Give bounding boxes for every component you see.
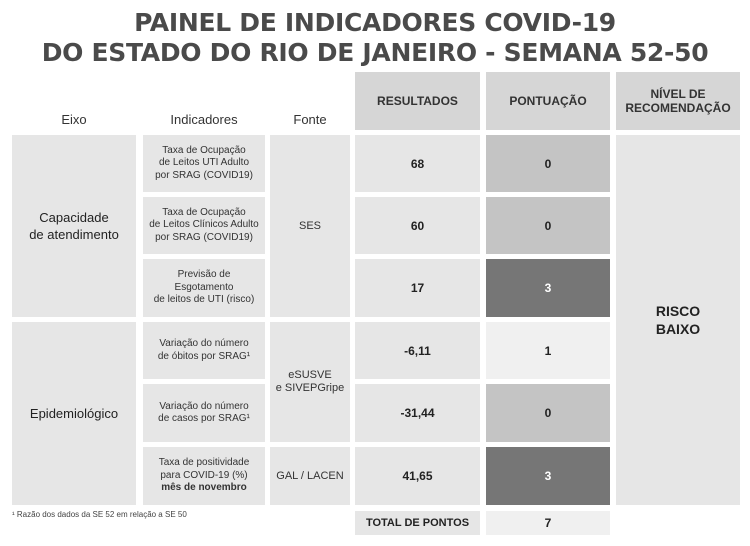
indicator-text: de Leitos UTI Adulto (158, 157, 250, 169)
source-esusve-line-2: e SIVEPGripe (275, 382, 345, 394)
indicator-text: para COVID-19 (%) (160, 469, 248, 481)
indicator-obitos: Variação do número de óbitos por SRAG¹ (143, 322, 265, 379)
header-indicadores: Indicadores (170, 111, 238, 127)
header-pontuacao: PONTUAÇÃO (486, 72, 610, 130)
indicator-text: Variação do número (159, 338, 249, 349)
indicator-text: Taxa de positividade (158, 457, 250, 469)
source-esusve: eSUSVE e SIVEPGripe (270, 322, 350, 442)
indicator-text: de Leitos Clínicos Adulto (149, 219, 259, 231)
indicator-text: de casos por SRAG¹ (158, 413, 250, 424)
result-value: 60 (355, 197, 480, 254)
indicator-text: Taxa de Ocupação (162, 206, 246, 218)
footnote: ¹ Razão dos dados da SE 52 em relação a … (12, 510, 187, 519)
risk-level: RISCO BAIXO (616, 135, 740, 505)
header-fonte: Fonte (293, 111, 327, 127)
risk-level-line-1: RISCO (655, 303, 701, 319)
result-value: 41,65 (355, 447, 480, 505)
indicator-casos: Variação do número de casos por SRAG¹ (143, 384, 265, 442)
indicator-text: de leitos de UTI (risco) (153, 294, 255, 306)
header-nivel-recomendacao: NÍVEL DE RECOMENDAÇÃO (616, 72, 740, 130)
score-cell: 0 (486, 384, 610, 442)
score-cell: 0 (486, 135, 610, 192)
header-eixo: Eixo (61, 111, 87, 127)
total-value: 7 (486, 511, 610, 535)
indicator-text: de óbitos por SRAG¹ (157, 350, 251, 362)
score-cell: 1 (486, 322, 610, 379)
score-cell: 0 (486, 197, 610, 254)
header-nivel-line-2: RECOMENDAÇÃO (625, 101, 731, 115)
header-nivel-line-1: NÍVEL DE (650, 87, 706, 101)
source-ses: SES (270, 135, 350, 317)
page-title-line-1: PAINEL DE INDICADORES COVID-19 (134, 8, 616, 37)
indicator-text-bold: mês de novembro (161, 482, 247, 494)
indicator-positividade: Taxa de positividade para COVID-19 (%) m… (143, 447, 265, 505)
axis-capacidade: Capacidade de atendimento (12, 135, 136, 317)
result-value: 17 (355, 259, 480, 317)
header-resultados: RESULTADOS (355, 72, 480, 130)
indicator-text: por SRAG (COVID19) (155, 169, 253, 181)
result-value: -31,44 (355, 384, 480, 442)
risk-level-line-2: BAIXO (655, 321, 701, 337)
score-cell: 3 (486, 447, 610, 505)
axis-capacidade-line-1: Capacidade (39, 210, 109, 225)
total-label: TOTAL DE PONTOS (355, 511, 480, 535)
indicator-esgotamento: Previsão de Esgotamento de leitos de UTI… (143, 259, 265, 317)
indicator-text: Variação do número (159, 400, 249, 412)
source-gal-lacen: GAL / LACEN (270, 447, 350, 505)
indicator-text: Taxa de Ocupação (162, 144, 246, 156)
indicator-clinicos: Taxa de Ocupação de Leitos Clínicos Adul… (143, 197, 265, 254)
axis-capacidade-line-2: de atendimento (29, 227, 119, 242)
source-esusve-line-1: eSUSVE (288, 369, 332, 381)
result-value: -6,11 (355, 322, 480, 379)
axis-epidemiologico: Epidemiológico (12, 322, 136, 505)
indicator-uti: Taxa de Ocupação de Leitos UTI Adulto po… (143, 135, 265, 192)
result-value: 68 (355, 135, 480, 192)
indicator-text: Previsão de Esgotamento (174, 269, 234, 293)
indicator-text: por SRAG (COVID19) (155, 231, 253, 243)
score-cell: 3 (486, 259, 610, 317)
page-title-line-2: DO ESTADO DO RIO DE JANEIRO - SEMANA 52-… (41, 38, 709, 67)
